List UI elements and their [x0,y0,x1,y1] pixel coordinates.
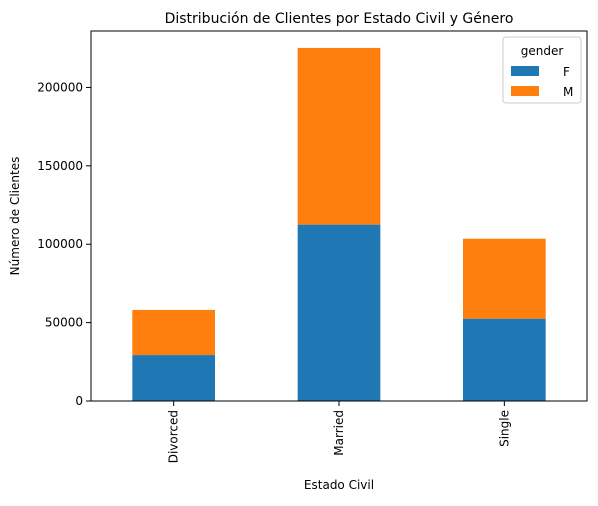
x-tick-label: Single [497,410,511,447]
bars-group [132,47,546,401]
y-axis-label: Número de Clientes [8,157,22,276]
legend: gender F M [502,36,582,104]
y-tick-label: 150000 [37,159,83,173]
bar-married-m [297,47,381,225]
x-tick-label: Divorced [167,410,181,463]
legend-label-f: F [563,65,570,79]
bar-divorced-m [132,309,215,356]
y-tick-label: 200000 [37,80,83,94]
chart-title: Distribución de Clientes por Estado Civi… [165,11,514,27]
y-tick-label: 50000 [45,316,83,330]
legend-swatch-m [511,86,539,96]
legend-swatch-f [511,66,539,76]
x-axis-label: Estado Civil [304,478,374,492]
y-tick-label: 0 [75,394,83,408]
bar-married-f [297,224,381,401]
y-tick-label: 100000 [37,237,83,251]
legend-title: gender [521,44,564,58]
bar-single-f [463,318,546,401]
ticks-group: Divorced Married Single 0 50000 100000 150000 2… [37,80,511,463]
x-tick-label: Married [332,410,346,456]
plot-frame [90,30,588,402]
bar-divorced-f [132,355,215,401]
legend-label-m: M [563,85,573,99]
bar-single-m [463,238,546,319]
